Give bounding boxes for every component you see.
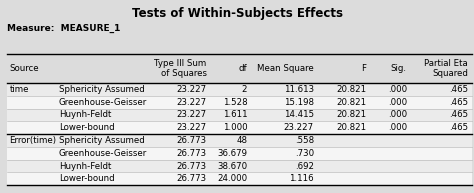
Text: 23.227: 23.227 [176,123,207,132]
Text: Measure:  MEASURE_1: Measure: MEASURE_1 [7,24,120,33]
Bar [7,54,472,83]
Text: .000: .000 [388,110,407,119]
Text: 23.227: 23.227 [176,110,207,119]
Text: 24.000: 24.000 [217,174,247,183]
Bar [7,108,472,121]
Text: .465: .465 [449,110,468,119]
Text: 1.528: 1.528 [223,98,247,107]
Bar [7,147,472,160]
Text: Error(time): Error(time) [9,136,56,145]
Text: Sphericity Assumed: Sphericity Assumed [59,85,145,94]
Bar [7,121,472,134]
Text: Partial Eta
Squared: Partial Eta Squared [424,59,468,78]
Text: Mean Square: Mean Square [257,64,314,73]
Text: 38.670: 38.670 [217,162,247,171]
Bar [7,96,472,108]
Text: 23.227: 23.227 [284,123,314,132]
Text: Type III Sum
of Squares: Type III Sum of Squares [155,59,207,78]
Text: Sphericity Assumed: Sphericity Assumed [59,136,145,145]
Text: 23.227: 23.227 [176,85,207,94]
Bar [7,160,472,173]
Text: 15.198: 15.198 [284,98,314,107]
Text: .465: .465 [449,123,468,132]
Bar [7,173,472,185]
Text: 20.821: 20.821 [336,123,366,132]
Text: Greenhouse-Geisser: Greenhouse-Geisser [59,98,147,107]
Text: .000: .000 [388,98,407,107]
Text: 1.000: 1.000 [223,123,247,132]
Text: Tests of Within-Subjects Effects: Tests of Within-Subjects Effects [131,7,343,20]
Text: .000: .000 [388,123,407,132]
Text: .692: .692 [295,162,314,171]
Text: Greenhouse-Geisser: Greenhouse-Geisser [59,149,147,158]
Text: 26.773: 26.773 [176,136,207,145]
Text: 2: 2 [242,85,247,94]
Text: F: F [361,64,366,73]
Text: Source: Source [9,64,39,73]
Text: .465: .465 [449,85,468,94]
Text: 26.773: 26.773 [176,149,207,158]
Text: Huynh-Feldt: Huynh-Feldt [59,162,111,171]
Text: time: time [9,85,29,94]
Text: 36.679: 36.679 [217,149,247,158]
Text: .558: .558 [295,136,314,145]
Text: .465: .465 [449,98,468,107]
Bar [7,134,472,147]
Text: Lower-bound: Lower-bound [59,174,114,183]
Text: 11.613: 11.613 [284,85,314,94]
Text: 20.821: 20.821 [336,85,366,94]
Text: 26.773: 26.773 [176,174,207,183]
Text: 26.773: 26.773 [176,162,207,171]
Text: 20.821: 20.821 [336,110,366,119]
Text: 20.821: 20.821 [336,98,366,107]
Text: .000: .000 [388,85,407,94]
Text: 1.116: 1.116 [289,174,314,183]
Bar [7,83,472,96]
Text: 1.611: 1.611 [223,110,247,119]
Text: Huynh-Feldt: Huynh-Feldt [59,110,111,119]
Text: 23.227: 23.227 [176,98,207,107]
Text: Sig.: Sig. [391,64,407,73]
Text: 48: 48 [236,136,247,145]
Text: df: df [238,64,247,73]
Text: .730: .730 [295,149,314,158]
Text: 14.415: 14.415 [284,110,314,119]
Text: Lower-bound: Lower-bound [59,123,114,132]
